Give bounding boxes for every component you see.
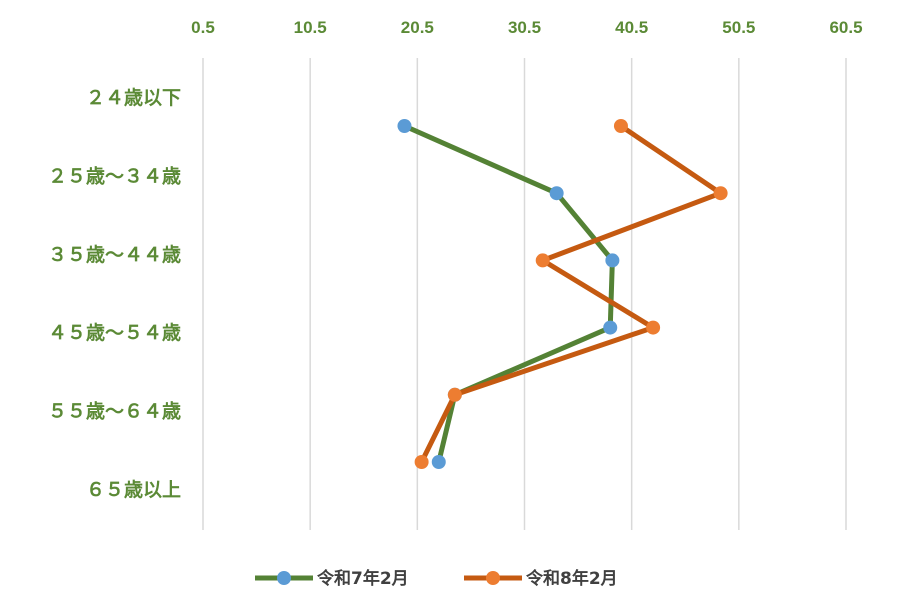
- data-point: [603, 320, 618, 335]
- series-2: [414, 119, 728, 469]
- legend-label: 令和7年2月: [317, 568, 409, 589]
- x-tick-label: 20.5: [401, 18, 434, 37]
- y-category-label: ５５歳～６４歳: [48, 401, 181, 423]
- legend-marker-swatch: [277, 571, 291, 585]
- series-line: [419, 123, 724, 465]
- data-point: [713, 186, 728, 201]
- x-axis-ticks: 0.5 10.5 20.5 30.5 40.5 50.5 60.5: [191, 18, 862, 37]
- data-point: [646, 320, 661, 335]
- legend-marker-swatch: [486, 571, 500, 585]
- legend-label: 令和8年2月: [526, 568, 618, 589]
- x-tick-label: 60.5: [829, 18, 862, 37]
- series-line: [401, 123, 615, 465]
- data-point: [605, 253, 620, 268]
- legend-item: 令和8年2月: [464, 568, 618, 589]
- data-point: [431, 455, 446, 469]
- y-category-label: ４５歳～５４歳: [48, 322, 181, 344]
- data-point: [613, 119, 628, 133]
- y-axis-ticks: ２４歳以下 ２５歳～３４歳 ３５歳～４４歳 ４５歳～５４歳 ５５歳～６４歳 ６５歳以上: [48, 87, 181, 501]
- y-category-label: ６５歳以上: [86, 479, 181, 501]
- x-tick-label: 0.5: [191, 18, 215, 37]
- data-point: [447, 387, 462, 402]
- y-category-label: ２５歳～３４歳: [48, 165, 181, 187]
- data-point: [397, 119, 412, 133]
- legend: 令和7年2月 令和8年2月: [255, 568, 618, 589]
- x-tick-label: 30.5: [508, 18, 541, 37]
- x-tick-label: 40.5: [615, 18, 648, 37]
- legend-item: 令和7年2月: [255, 568, 409, 589]
- data-point: [549, 186, 564, 201]
- series-layer: [397, 119, 728, 469]
- x-tick-label: 10.5: [294, 18, 327, 37]
- series-1: [397, 119, 620, 469]
- y-category-label: ２４歳以下: [86, 87, 181, 109]
- data-point: [535, 253, 550, 268]
- grid-layer: [202, 58, 847, 530]
- data-point: [414, 455, 429, 469]
- y-category-label: ３５歳～４４歳: [48, 244, 181, 266]
- x-tick-label: 50.5: [722, 18, 755, 37]
